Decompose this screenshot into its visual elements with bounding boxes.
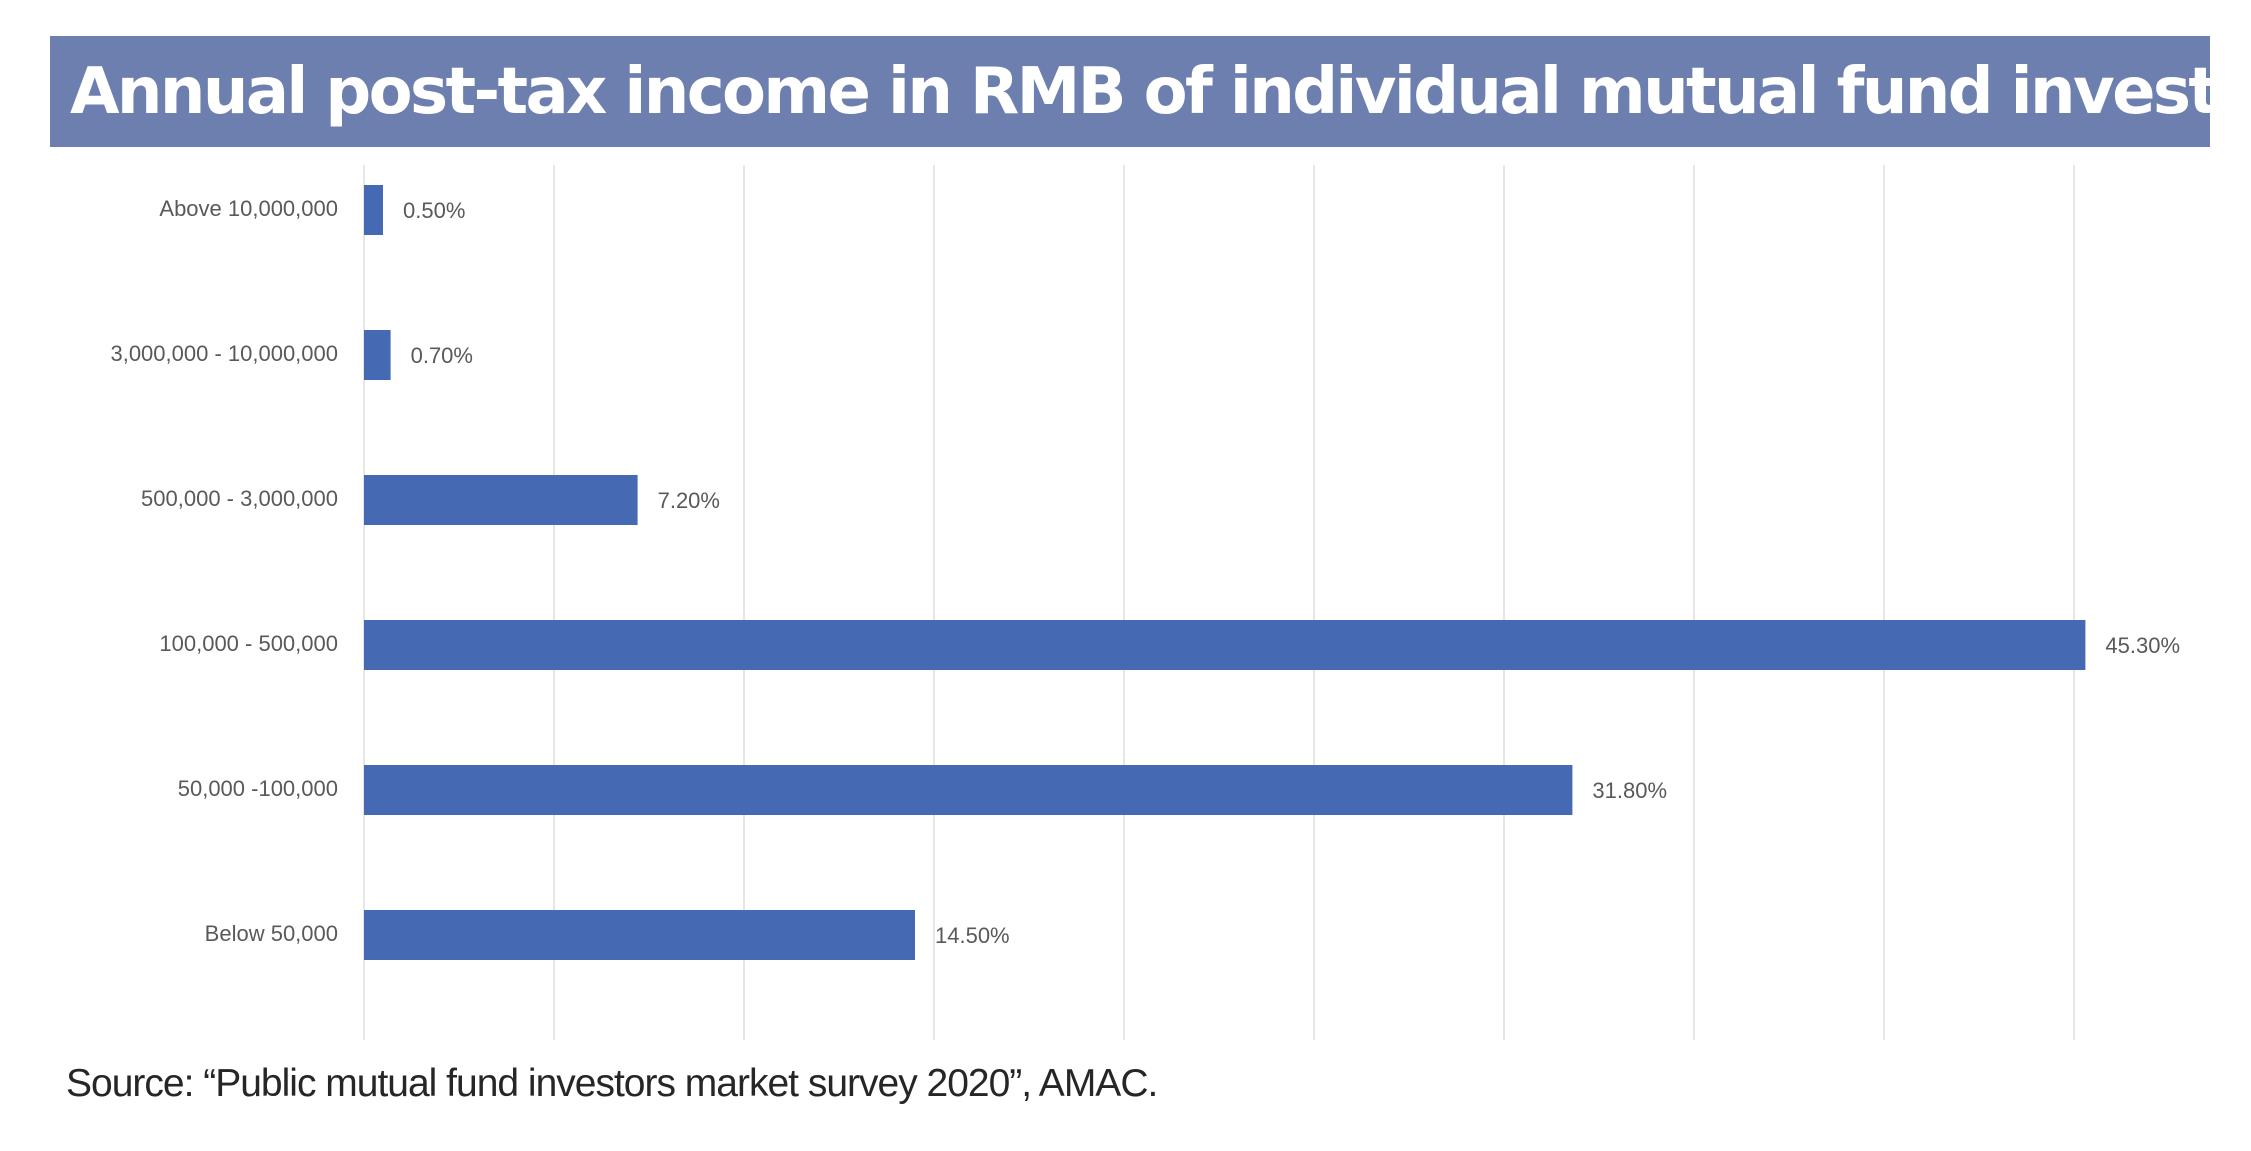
category-label: 500,000 - 3,000,000 — [141, 486, 338, 511]
category-label: Above 10,000,000 — [159, 196, 338, 221]
title-banner: Annual post-tax income in RMB of individ… — [50, 36, 2251, 147]
bar — [364, 185, 383, 235]
data-label: 14.50% — [935, 923, 1010, 948]
data-label: 0.50% — [403, 198, 465, 223]
category-label: 3,000,000 - 10,000,000 — [110, 341, 338, 366]
source-note: Source: “Public mutual fund investors ma… — [66, 1062, 1158, 1105]
bar — [364, 475, 638, 525]
data-label: 31.80% — [1592, 778, 1667, 803]
category-label: Below 50,000 — [205, 921, 338, 946]
chart-title: Annual post-tax income in RMB of individ… — [70, 54, 2251, 129]
category-label: 100,000 - 500,000 — [159, 631, 338, 656]
bar — [364, 620, 2086, 670]
data-label: 7.20% — [658, 488, 720, 513]
bar — [364, 910, 915, 960]
bar — [364, 765, 1573, 815]
gridlines — [363, 165, 2075, 1040]
category-label: 50,000 -100,000 — [178, 776, 338, 801]
bars — [364, 185, 2086, 960]
labels: Above 10,000,000 0.50% 3,000,000 - 10,000,… — [110, 196, 2180, 948]
bar — [364, 330, 391, 380]
data-label: 0.70% — [411, 343, 473, 368]
data-label: 45.30% — [2105, 633, 2180, 658]
